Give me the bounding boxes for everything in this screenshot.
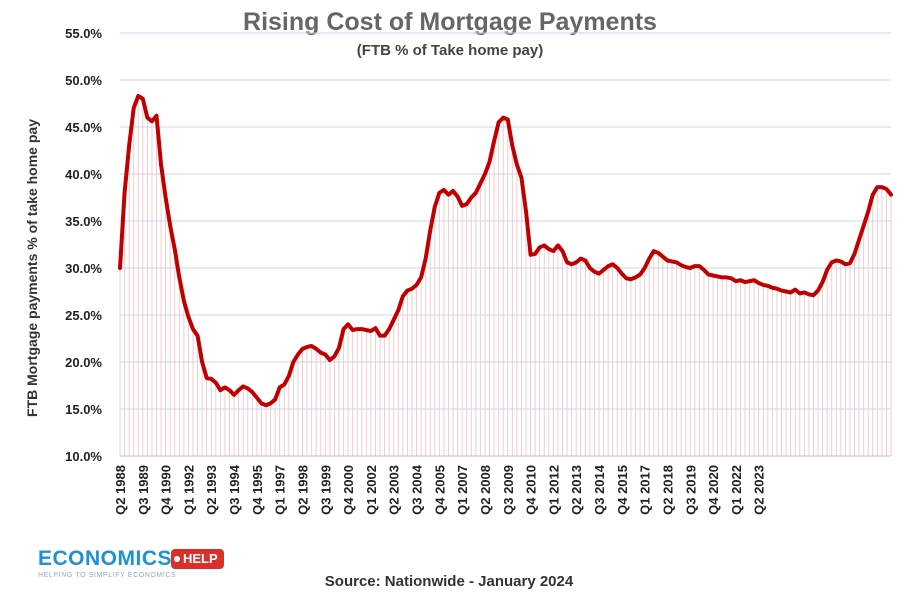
x-tick-label: Q3 2014 [592, 464, 607, 515]
y-tick-label: 15.0% [65, 402, 102, 417]
x-tick-label: Q2 2003 [387, 465, 402, 515]
x-tick-label: Q1 2002 [364, 465, 379, 515]
y-tick-label: 30.0% [65, 261, 102, 276]
plot-grid [119, 32, 892, 457]
x-tick-label: Q1 1997 [273, 465, 288, 515]
source-note: Source: Nationwide - January 2024 [325, 573, 574, 590]
x-tick-label: Q2 2023 [752, 465, 767, 515]
x-tick-label: Q4 2020 [706, 465, 721, 515]
x-tick-label: Q4 2005 [432, 465, 447, 515]
x-tick-label: Q3 2019 [683, 465, 698, 515]
y-tick-label: 40.0% [65, 167, 102, 182]
x-tick-label: Q2 2013 [569, 465, 584, 515]
x-tick-label: Q1 1992 [181, 465, 196, 515]
x-tick-label: Q2 2018 [660, 465, 675, 515]
chart-title: Rising Cost of Mortgage Payments [243, 8, 657, 36]
x-tick-label: Q3 2009 [501, 465, 516, 515]
x-tick-label: Q2 1993 [204, 465, 219, 515]
x-tick-label: Q4 2000 [341, 465, 356, 515]
y-tick-label: 55.0% [65, 26, 102, 41]
x-tick-label: Q1 2007 [455, 465, 470, 515]
chart-subtitle: (FTB % of Take home pay) [357, 42, 543, 59]
y-tick-label: 10.0% [65, 449, 102, 464]
x-tick-label: Q3 1999 [318, 465, 333, 515]
logo-help-badge: HELP [171, 549, 224, 569]
x-tick-label: Q1 2017 [638, 465, 653, 515]
x-tick-label: Q4 1990 [159, 465, 174, 515]
x-axis-ticks: Q2 1988 Q3 1989 Q4 1990 Q1 1992 Q2 1993 Q3 19… [113, 464, 767, 515]
x-tick-label: Q4 1995 [250, 465, 265, 515]
x-tick-label: Q1 2012 [546, 465, 561, 515]
series-line [118, 93, 893, 408]
x-tick-label: Q3 2004 [410, 464, 425, 515]
y-tick-label: 50.0% [65, 73, 102, 88]
y-tick-label: 35.0% [65, 214, 102, 229]
logo-wordmark: ECONOMICS [38, 547, 173, 570]
x-tick-label: Q4 2010 [524, 465, 539, 515]
x-tick-label: Q1 2022 [729, 465, 744, 515]
y-axis-label: FTB Mortgage payments % of take home pay [24, 119, 40, 417]
x-tick-label: Q3 1989 [136, 465, 151, 515]
plot-series [118, 93, 893, 408]
y-tick-label: 45.0% [65, 120, 102, 135]
logo-tagline: HELPING TO SIMPLIFY ECONOMICS [38, 572, 177, 579]
y-axis-ticks: 10.0% 15.0% 20.0% 25.0% 30.0% 35.0% 40.0% 45.0%… [65, 26, 102, 464]
x-tick-label: Q4 2015 [615, 465, 630, 515]
x-tick-label: Q2 1998 [295, 465, 310, 515]
x-tick-label: Q3 1994 [227, 464, 242, 515]
economics-help-logo: ECONOMICS HELP HELPING TO SIMPLIFY ECONO… [38, 547, 224, 587]
x-tick-label: Q2 2008 [478, 465, 493, 515]
y-tick-label: 25.0% [65, 308, 102, 323]
y-tick-label: 20.0% [65, 355, 102, 370]
x-tick-label: Q2 1988 [113, 465, 128, 515]
